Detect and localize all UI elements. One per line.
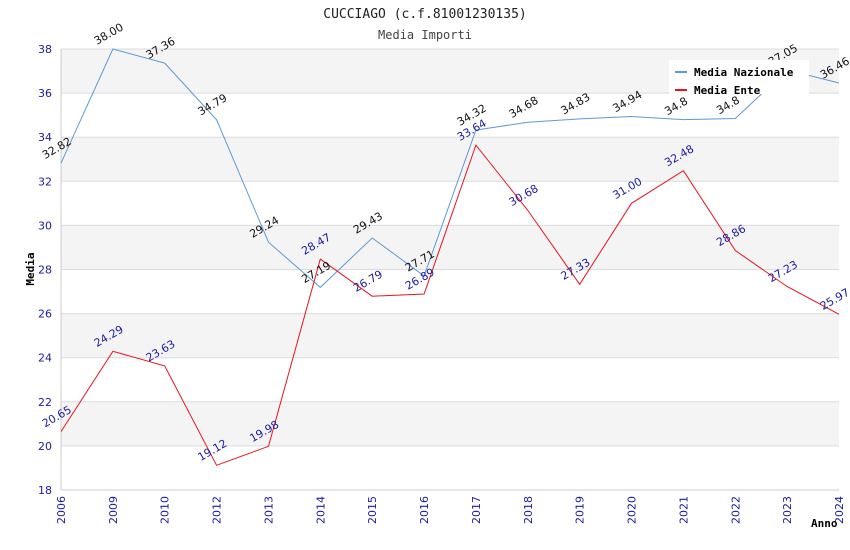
y-tick-label: 26 [38,308,52,321]
y-tick-label: 34 [38,131,52,144]
axes [60,49,839,491]
series-line-media-ente [60,144,840,466]
legend-box [669,60,809,94]
x-tick-label: 2019 [574,496,587,524]
band-20 [61,401,839,446]
x-tick-label: 2022 [729,496,742,524]
band-32 [61,137,839,182]
x-tick-label: 2010 [159,496,172,524]
legend-entry: Media Nazionale [694,66,794,79]
background-bands [61,49,839,490]
legend-entry: Media Ente [694,84,761,97]
x-tick-label: 2017 [470,496,483,524]
y-tick-label: 32 [38,175,52,188]
y-tick-label: 28 [38,264,52,277]
y-tick-label: 18 [38,484,52,497]
band-18 [61,445,839,490]
band-28 [61,225,839,270]
y-axis-label: Media [24,252,37,285]
x-tick-label: 2009 [107,496,120,524]
x-tick-label: 2024 [833,496,846,524]
band-34 [61,93,839,138]
x-tick-label: 2016 [418,496,431,524]
y-tick-label: 36 [38,87,52,100]
y-tick-label: 38 [38,43,52,56]
band-26 [61,269,839,314]
y-axis-ticks: 18 20 22 24 26 28 30 32 34 36 38 [38,43,52,497]
series-line-media-nazionale [60,48,840,289]
y-tick-label: 20 [38,440,52,453]
y-tick-label: 22 [38,396,52,409]
x-tick-label: 2013 [262,496,275,524]
x-tick-label: 2012 [211,496,224,524]
x-axis-label: Anno [811,517,838,530]
x-tick-label: 2018 [522,496,535,524]
chart-title: CUCCIAGO (c.f.81001230135) [323,7,527,22]
chart-subtitle: Media Importi [378,28,472,42]
y-tick-label: 30 [38,219,52,232]
x-tick-label: 2021 [677,496,690,524]
legend: Media Nazionale Media Ente [669,60,809,97]
x-tick-label: 2006 [55,496,68,524]
x-tick-label: 2014 [314,496,327,524]
series-group [60,48,840,466]
x-axis-ticks: 2006 2009 2010 2012 2013 2014 2015 2016 2017 2018… [55,496,846,524]
band-24 [61,313,839,358]
x-tick-label: 2020 [626,496,639,524]
x-tick-label: 2023 [781,496,794,524]
band-22 [61,357,839,402]
x-tick-label: 2015 [366,496,379,524]
data-label: 38.00 [92,21,126,48]
y-tick-label: 24 [38,352,52,365]
